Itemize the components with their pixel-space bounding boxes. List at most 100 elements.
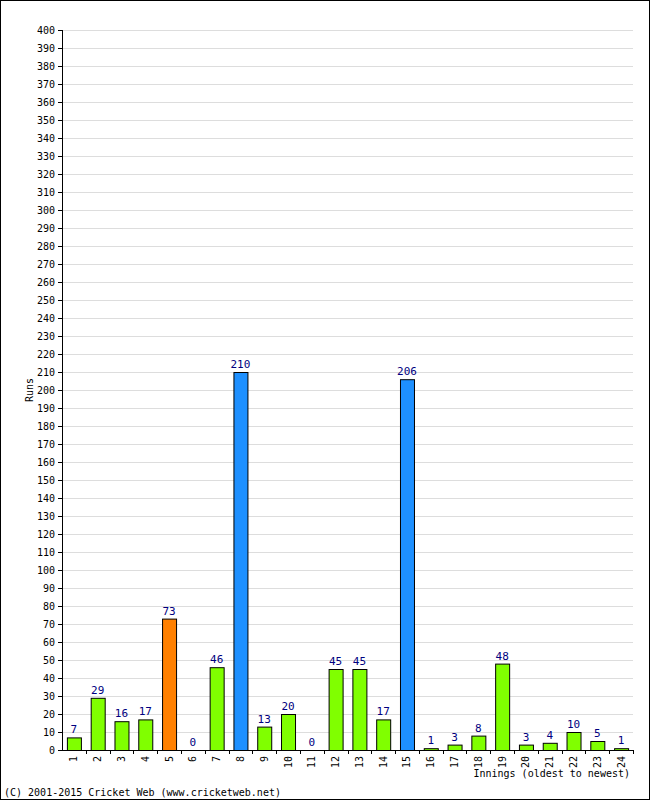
grid-line (62, 588, 633, 589)
bar (234, 373, 248, 751)
bar (139, 720, 153, 750)
data-label: 10 (567, 718, 580, 731)
grid-line (62, 174, 633, 175)
y-tick (58, 696, 62, 697)
y-tick (58, 678, 62, 679)
y-tick (58, 120, 62, 121)
x-tick-label: 10 (283, 756, 294, 768)
data-label: 46 (210, 653, 223, 666)
data-label: 0 (190, 736, 197, 749)
grid-line (62, 570, 633, 571)
x-tick (538, 750, 539, 754)
x-tick (371, 750, 372, 754)
y-tick (58, 462, 62, 463)
bar (282, 715, 296, 751)
x-tick-label: 5 (164, 756, 175, 762)
y-tick (58, 390, 62, 391)
x-axis (62, 750, 633, 751)
bar (591, 742, 605, 751)
data-label: 45 (329, 655, 342, 668)
grid-line (62, 480, 633, 481)
y-tick (58, 606, 62, 607)
grid-line (62, 390, 633, 391)
y-tick-label: 290 (37, 223, 55, 234)
grid-line (62, 336, 633, 337)
x-tick-label: 14 (378, 756, 389, 768)
grid-line (62, 552, 633, 553)
bar (163, 619, 177, 750)
x-tick (514, 750, 515, 754)
grid-line (62, 264, 633, 265)
grid-line (62, 534, 633, 535)
y-tick-label: 0 (49, 745, 55, 756)
y-tick-label: 350 (37, 115, 55, 126)
bar (258, 727, 272, 750)
y-tick (58, 246, 62, 247)
data-label: 20 (281, 700, 294, 713)
y-tick-label: 370 (37, 79, 55, 90)
x-tick-label: 19 (497, 756, 508, 768)
x-tick-label: 9 (259, 756, 270, 762)
grid-line (62, 300, 633, 301)
y-tick (58, 336, 62, 337)
y-tick-label: 380 (37, 61, 55, 72)
y-tick (58, 102, 62, 103)
y-tick-label: 220 (37, 349, 55, 360)
y-tick-label: 70 (43, 619, 55, 630)
y-tick (58, 210, 62, 211)
x-tick (252, 750, 253, 754)
y-tick (58, 372, 62, 373)
x-tick-label: 18 (473, 756, 484, 768)
x-tick-label: 12 (330, 756, 341, 768)
y-tick (58, 498, 62, 499)
chart: 0102030405060708090100110120130140150160… (0, 0, 650, 800)
grid-line (62, 192, 633, 193)
y-tick-label: 10 (43, 727, 55, 738)
data-label: 48 (496, 650, 509, 663)
grid-line (62, 408, 633, 409)
bar (543, 743, 557, 750)
grid-line (62, 354, 633, 355)
y-tick-label: 320 (37, 169, 55, 180)
grid-line (62, 30, 633, 31)
grid-line (62, 498, 633, 499)
x-tick (324, 750, 325, 754)
y-tick (58, 156, 62, 157)
y-tick (58, 48, 62, 49)
grid-line (62, 120, 633, 121)
y-tick-label: 280 (37, 241, 55, 252)
data-label: 5 (594, 727, 601, 740)
y-tick (58, 426, 62, 427)
data-label: 16 (115, 707, 128, 720)
grid-line (62, 642, 633, 643)
bar (424, 749, 438, 750)
x-tick (490, 750, 491, 754)
y-tick (58, 516, 62, 517)
y-tick-label: 250 (37, 295, 55, 306)
x-axis-title: Innings (oldest to newest) (473, 768, 630, 779)
x-tick-label: 1 (68, 756, 79, 762)
x-tick (609, 750, 610, 754)
bar (91, 698, 105, 750)
bars (67, 373, 628, 751)
y-tick (58, 570, 62, 571)
y-tick-label: 340 (37, 133, 55, 144)
grid-line (62, 138, 633, 139)
y-tick-label: 190 (37, 403, 55, 414)
x-tick-label: 4 (140, 756, 151, 762)
data-label: 73 (162, 605, 175, 618)
x-tick-label: 13 (354, 756, 365, 768)
background (1, 1, 650, 800)
grid-line (62, 66, 633, 67)
x-tick (110, 750, 111, 754)
y-tick-label: 130 (37, 511, 55, 522)
y-tick-label: 210 (37, 367, 55, 378)
data-label: 17 (139, 705, 152, 718)
y-tick-label: 20 (43, 709, 55, 720)
y-tick (58, 228, 62, 229)
y-tick (58, 192, 62, 193)
bar (615, 749, 629, 750)
x-tick (86, 750, 87, 754)
grid-line (62, 372, 633, 373)
data-label: 29 (91, 684, 104, 697)
